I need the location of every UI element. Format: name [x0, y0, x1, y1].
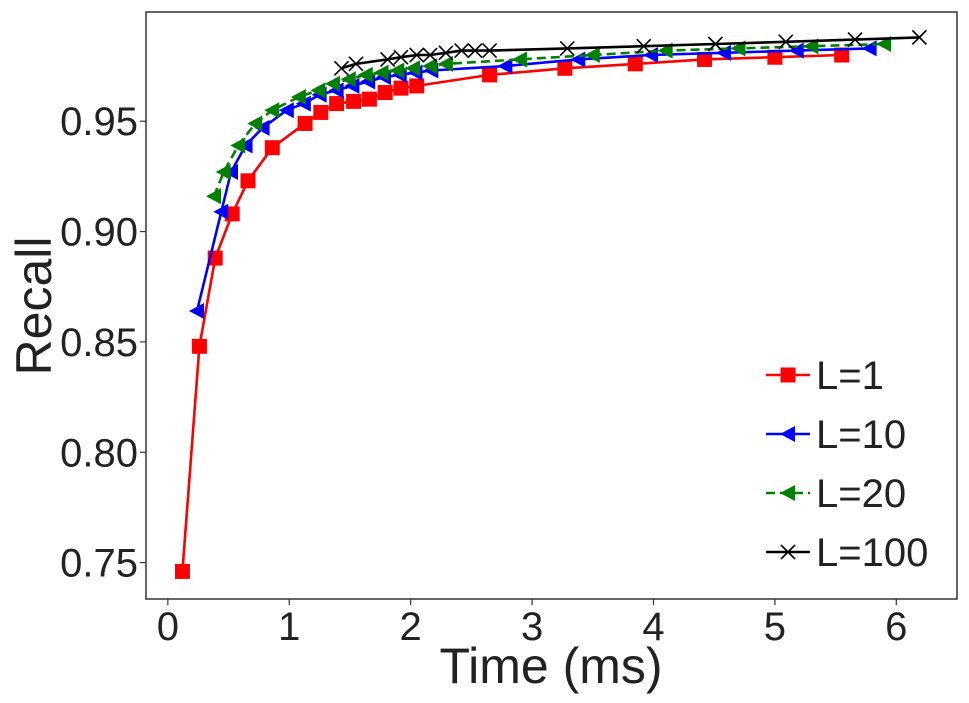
data-point-l-10: [188, 303, 204, 320]
x-tick-label: 6: [885, 605, 907, 649]
data-point-l-100: [467, 43, 483, 59]
data-point-l-100: [707, 36, 723, 52]
legend-marker: [780, 426, 795, 442]
data-point-l-20: [373, 64, 389, 81]
data-point-l-1: [240, 173, 256, 189]
data-point-l-1: [361, 91, 377, 107]
data-point-l-1: [329, 96, 345, 112]
legend-marker: [780, 485, 795, 501]
y-tick-label: 0.90: [60, 211, 138, 255]
data-point-l-20: [205, 188, 221, 205]
y-tick-label: 0.75: [60, 542, 138, 586]
x-tick-label: 5: [764, 605, 786, 649]
data-point-l-20: [405, 60, 421, 77]
data-point-l-10: [788, 42, 804, 59]
data-point-l-100: [559, 40, 575, 56]
x-tick-label: 3: [521, 605, 543, 649]
data-point-l-10: [295, 95, 311, 112]
data-point-l-20: [511, 51, 527, 68]
legend-item-l-10: L=10: [766, 413, 906, 457]
data-point-l-1: [297, 115, 313, 131]
legend-label: L=100: [816, 531, 928, 575]
legend-item-l-20: L=20: [766, 472, 906, 516]
series-l-20: [205, 35, 892, 205]
legend-label: L=20: [816, 472, 906, 516]
data-point-l-20: [340, 71, 356, 88]
data-point-l-100: [438, 45, 454, 61]
data-point-l-1: [191, 338, 207, 354]
data-point-l-20: [876, 35, 892, 52]
data-point-l-20: [584, 47, 600, 64]
data-point-l-1: [696, 51, 712, 67]
y-axis-title: Recall: [6, 237, 62, 376]
data-point-l-100: [636, 38, 652, 54]
data-point-l-100: [393, 49, 409, 65]
data-point-l-1: [174, 563, 190, 579]
y-tick-label: 0.85: [60, 321, 138, 365]
data-point-l-1: [767, 49, 783, 65]
data-point-l-20: [290, 88, 306, 105]
data-point-l-20: [230, 137, 246, 154]
data-point-l-20: [422, 58, 438, 75]
data-point-l-20: [389, 62, 405, 79]
legend-label: L=1: [816, 354, 884, 398]
data-point-l-20: [803, 38, 819, 55]
data-point-l-10: [497, 58, 513, 75]
data-point-l-20: [357, 66, 373, 83]
data-point-l-1: [377, 85, 393, 101]
series-l-1: [174, 47, 850, 579]
legend-item-l-1: L=1: [766, 354, 884, 398]
data-point-l-100: [482, 43, 498, 59]
legend-marker: [780, 367, 796, 383]
x-tick-label: 2: [400, 605, 422, 649]
y-tick-label: 0.95: [60, 100, 138, 144]
data-point-l-100: [409, 47, 425, 63]
data-point-l-1: [482, 67, 498, 83]
data-point-l-1: [627, 56, 643, 72]
data-point-l-1: [557, 60, 573, 76]
data-point-l-100: [348, 56, 364, 72]
data-point-l-1: [313, 104, 329, 120]
data-point-l-1: [834, 47, 850, 63]
legend-label: L=10: [816, 413, 906, 457]
legend-item-l-100: L=100: [766, 531, 928, 575]
data-point-l-100: [422, 47, 438, 63]
x-tick-label: 1: [278, 605, 300, 649]
y-tick-label: 0.80: [60, 431, 138, 475]
data-point-l-100: [847, 32, 863, 48]
data-point-l-1: [393, 80, 409, 96]
data-point-l-10: [278, 102, 294, 119]
data-point-l-100: [911, 29, 927, 45]
axis-ticks: 0 1 2 3 4 5 6 0.75 0.80 0.85 0.90 0.95: [60, 100, 907, 649]
data-series: [174, 29, 927, 579]
data-point-l-20: [264, 102, 280, 119]
data-point-l-20: [247, 115, 263, 132]
data-point-l-20: [215, 163, 231, 180]
series-line-l-100: [341, 36, 920, 70]
data-point-l-20: [310, 82, 326, 99]
x-tick-label: 4: [642, 605, 664, 649]
data-point-l-1: [409, 78, 425, 94]
x-axis-title: Time (ms): [439, 638, 662, 694]
series-l-100: [333, 29, 927, 76]
data-point-l-20: [324, 75, 340, 92]
data-point-l-100: [333, 60, 350, 76]
data-point-l-100: [778, 34, 794, 50]
x-tick-label: 0: [157, 605, 179, 649]
data-point-l-1: [264, 140, 280, 156]
data-point-l-20: [437, 55, 453, 72]
legend-marker: [780, 544, 796, 560]
legend: L=1 L=10 L=20 L=100: [766, 354, 928, 575]
data-point-l-1: [346, 93, 362, 109]
data-point-l-1: [224, 206, 240, 222]
data-point-l-10: [213, 203, 229, 220]
data-point-l-100: [380, 51, 396, 68]
data-point-l-100: [454, 43, 470, 59]
